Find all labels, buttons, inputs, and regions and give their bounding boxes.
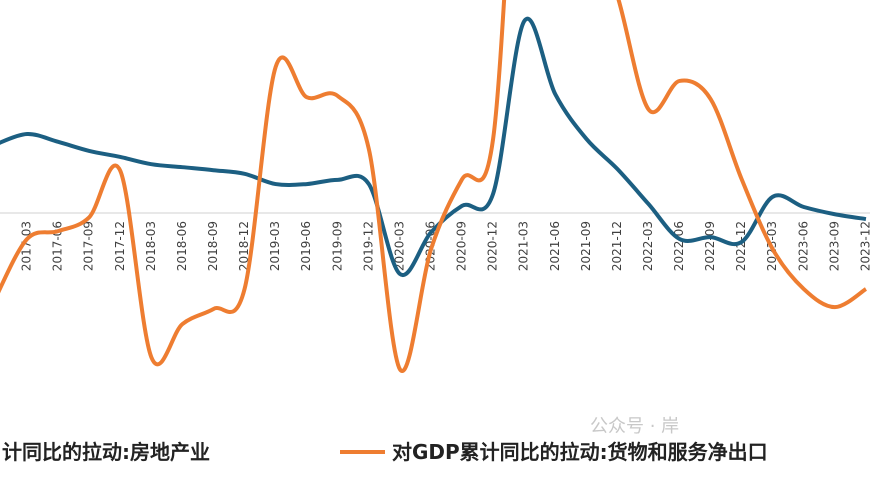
x-tick-label: 2022-03 — [641, 221, 655, 271]
x-tick-label: 2017-09 — [82, 221, 96, 271]
x-tick-label: 2018-12 — [237, 221, 251, 271]
x-tick-label: 2022-12 — [734, 221, 748, 271]
x-tick-label: 2019-06 — [299, 221, 313, 271]
x-tick-label: 2021-12 — [610, 221, 624, 271]
x-tick-label: 2022-06 — [672, 221, 686, 271]
x-tick-label: 2023-12 — [858, 221, 870, 271]
line-series — [0, 0, 868, 374]
x-tick-label: 2020-12 — [486, 221, 500, 271]
legend-label: 计同比的拉动:房地产业 — [2, 440, 210, 464]
watermark: 公众号 · 岸 — [590, 416, 679, 437]
x-tick-label: 2018-09 — [206, 221, 220, 271]
x-tick-label: 2017-03 — [20, 221, 34, 271]
x-tick-label: 2016-12 — [0, 221, 3, 271]
x-tick-label: 2021-06 — [548, 221, 562, 271]
x-tick-label: 2023-09 — [827, 221, 841, 271]
x-tick-label: 2019-03 — [268, 221, 282, 271]
x-tick-label: 2019-09 — [330, 221, 344, 271]
x-tick-label: 2019-12 — [361, 221, 375, 271]
x-tick-label: 2017-12 — [113, 221, 127, 271]
x-tick-label: 2020-09 — [455, 221, 469, 271]
x-tick-label: 2023-06 — [796, 221, 810, 271]
x-tick-label: 2018-06 — [175, 221, 189, 271]
x-tick-label: 2021-09 — [579, 221, 593, 271]
legend-label: 对GDP累计同比的拉动:货物和服务净出口 — [392, 440, 768, 464]
x-tick-label: 2021-03 — [517, 221, 531, 271]
x-tick-label: 2022-09 — [703, 221, 717, 271]
x-tick-label: 2018-03 — [144, 221, 158, 271]
x-tick-label: 2020-03 — [392, 221, 406, 271]
